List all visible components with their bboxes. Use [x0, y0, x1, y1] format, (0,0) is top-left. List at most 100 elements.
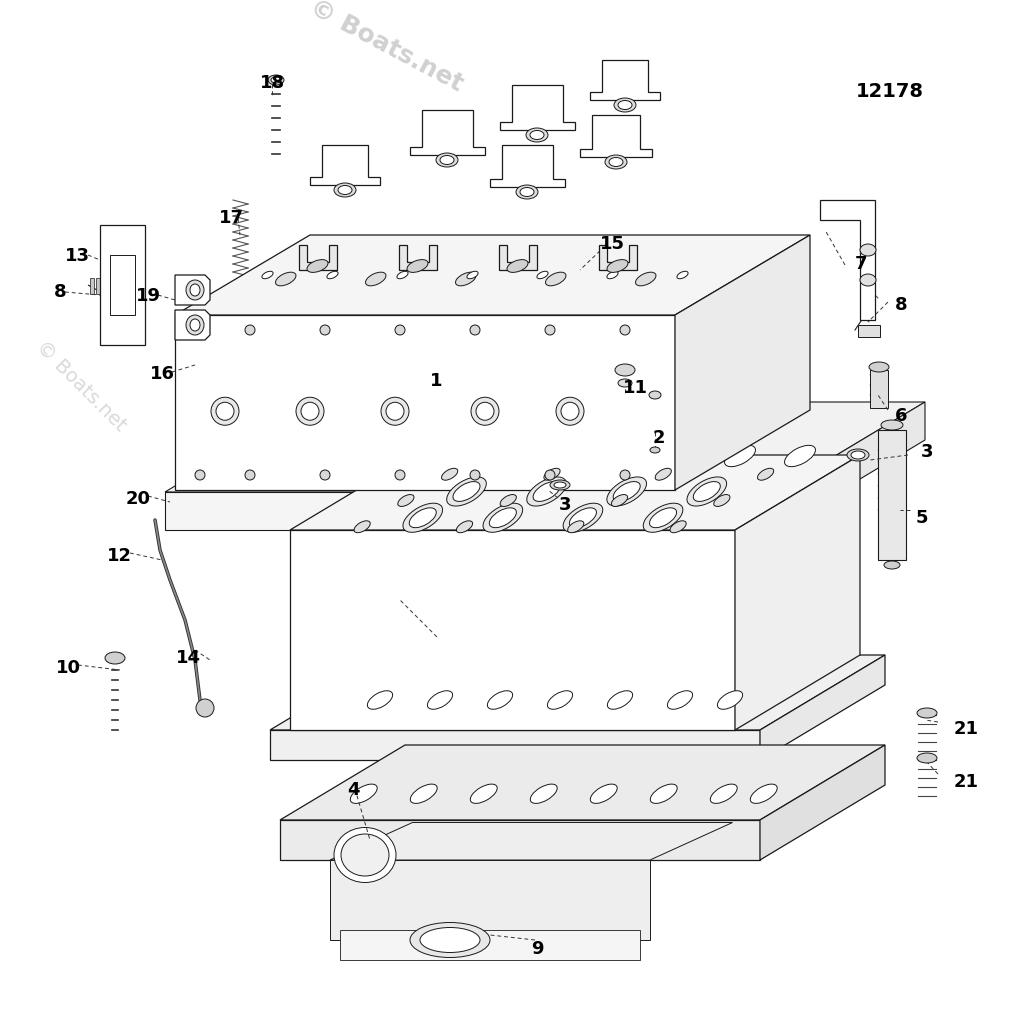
Text: 21: 21 [954, 772, 979, 791]
Ellipse shape [307, 260, 328, 272]
Ellipse shape [211, 397, 239, 425]
Ellipse shape [196, 699, 214, 717]
Polygon shape [175, 315, 675, 490]
Ellipse shape [245, 470, 255, 480]
Ellipse shape [650, 785, 677, 804]
Ellipse shape [186, 315, 204, 335]
Polygon shape [330, 822, 732, 860]
Polygon shape [775, 402, 925, 530]
Polygon shape [100, 225, 145, 345]
Ellipse shape [338, 186, 352, 195]
Polygon shape [675, 235, 810, 490]
Ellipse shape [545, 325, 555, 335]
Polygon shape [310, 145, 380, 185]
Polygon shape [270, 655, 885, 730]
Ellipse shape [516, 185, 538, 199]
Ellipse shape [618, 379, 632, 387]
Ellipse shape [446, 477, 486, 506]
Ellipse shape [611, 494, 627, 506]
Ellipse shape [649, 391, 661, 399]
Ellipse shape [714, 494, 730, 506]
Text: 3: 3 [559, 496, 572, 515]
Ellipse shape [487, 691, 513, 709]
Ellipse shape [276, 272, 296, 286]
Ellipse shape [620, 470, 630, 480]
Ellipse shape [607, 271, 618, 279]
Ellipse shape [444, 446, 476, 467]
Ellipse shape [326, 271, 338, 279]
Polygon shape [175, 310, 210, 340]
Ellipse shape [403, 503, 442, 532]
Text: 15: 15 [600, 234, 624, 253]
Text: 21: 21 [954, 720, 979, 738]
Polygon shape [165, 402, 925, 492]
Polygon shape [590, 60, 660, 100]
Polygon shape [399, 245, 436, 270]
Ellipse shape [489, 508, 517, 528]
Polygon shape [580, 115, 652, 157]
Ellipse shape [851, 451, 865, 459]
Ellipse shape [724, 446, 756, 467]
Text: 8: 8 [54, 283, 66, 301]
Ellipse shape [563, 503, 603, 532]
Ellipse shape [526, 128, 548, 142]
Ellipse shape [195, 325, 205, 335]
Ellipse shape [216, 402, 234, 420]
Ellipse shape [365, 272, 386, 286]
Ellipse shape [547, 691, 573, 709]
Polygon shape [410, 110, 485, 155]
Ellipse shape [670, 521, 686, 533]
Ellipse shape [615, 364, 635, 376]
Ellipse shape [395, 325, 405, 335]
Ellipse shape [367, 691, 393, 709]
Polygon shape [280, 745, 885, 820]
Ellipse shape [530, 785, 557, 804]
Ellipse shape [533, 481, 560, 501]
Ellipse shape [884, 561, 900, 569]
Text: © Boats.net: © Boats.net [306, 0, 467, 96]
Polygon shape [340, 930, 640, 960]
Ellipse shape [407, 260, 428, 272]
Text: 8: 8 [895, 295, 907, 314]
Ellipse shape [350, 785, 377, 804]
Ellipse shape [386, 402, 404, 420]
Ellipse shape [436, 153, 458, 167]
Text: 13: 13 [64, 247, 89, 265]
Bar [858, 325, 880, 337]
Polygon shape [175, 235, 810, 315]
Ellipse shape [645, 446, 675, 467]
Text: 11: 11 [623, 379, 648, 397]
Polygon shape [760, 655, 885, 760]
Ellipse shape [190, 284, 200, 296]
Ellipse shape [334, 827, 396, 882]
Ellipse shape [751, 785, 777, 804]
Ellipse shape [476, 402, 494, 420]
Ellipse shape [320, 470, 330, 480]
Ellipse shape [667, 691, 693, 709]
Text: 3: 3 [920, 443, 933, 461]
Ellipse shape [567, 521, 584, 533]
Ellipse shape [341, 834, 388, 876]
Ellipse shape [190, 319, 200, 331]
Ellipse shape [545, 272, 566, 286]
Ellipse shape [607, 477, 647, 506]
Ellipse shape [570, 508, 597, 528]
Ellipse shape [470, 785, 497, 804]
Ellipse shape [398, 494, 414, 506]
Ellipse shape [881, 420, 903, 430]
Ellipse shape [527, 477, 566, 506]
Ellipse shape [410, 923, 490, 957]
Ellipse shape [530, 131, 544, 139]
Bar [110, 255, 135, 315]
Text: © Boats.net: © Boats.net [33, 337, 130, 434]
Ellipse shape [694, 481, 720, 501]
Text: 10: 10 [56, 659, 81, 677]
Ellipse shape [758, 468, 774, 480]
Ellipse shape [471, 397, 499, 425]
Ellipse shape [395, 470, 405, 480]
Ellipse shape [427, 691, 453, 709]
Ellipse shape [605, 155, 627, 170]
Ellipse shape [620, 325, 630, 335]
Polygon shape [270, 730, 760, 760]
Polygon shape [760, 745, 885, 860]
